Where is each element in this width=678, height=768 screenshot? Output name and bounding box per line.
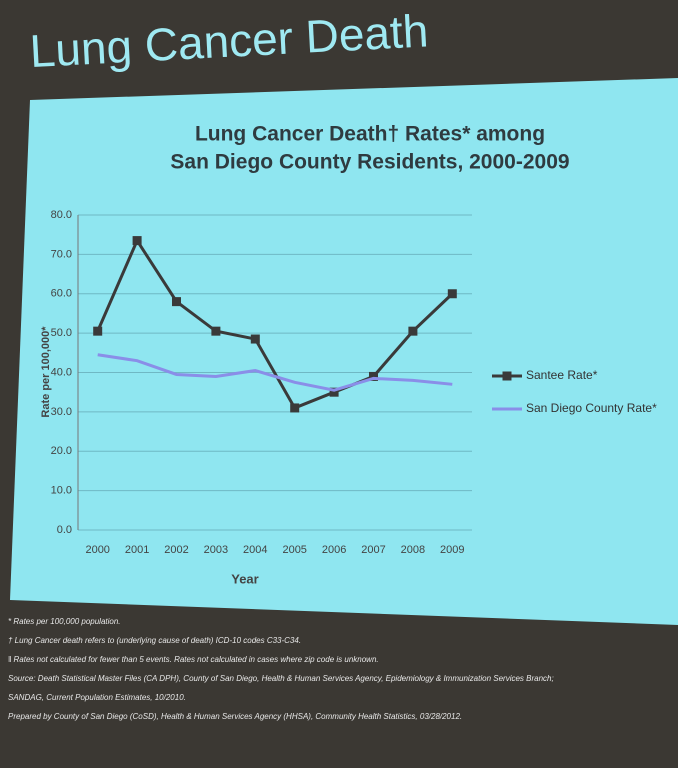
x-tick-label: 2007: [361, 544, 385, 556]
point-marker: [447, 289, 457, 299]
point-marker: [172, 297, 181, 307]
footnote: Source: Death Statistical Master Files (…: [8, 674, 554, 683]
x-axis-label: Year: [231, 571, 258, 586]
y-tick-label: 20.0: [51, 445, 72, 457]
footnote: SANDAG, Current Population Estimates, 10…: [8, 693, 186, 702]
x-tick-label: 2006: [322, 544, 346, 556]
x-tick-label: 2009: [440, 544, 464, 556]
footnote: ‖ Rates not calculated for fewer than 5 …: [8, 655, 379, 664]
point-marker: [93, 326, 103, 336]
footnote: † Lung Cancer death refers to (underlyin…: [8, 636, 301, 645]
x-tick-label: 2005: [282, 544, 306, 556]
point-marker: [290, 403, 300, 413]
y-tick-label: 10.0: [51, 485, 72, 497]
point-marker: [369, 371, 378, 381]
y-axis-label: Rate per 100,000*: [40, 326, 52, 418]
y-tick-label: 40.0: [51, 366, 72, 378]
footnote: * Rates per 100,000 population.: [8, 617, 121, 626]
x-tick-label: 2003: [204, 544, 228, 556]
legend-label: Santee Rate*: [526, 368, 598, 382]
series-line: [97, 353, 453, 392]
point-marker: [211, 326, 221, 336]
point-marker: [132, 236, 142, 246]
footnote: Prepared by County of San Diego (CoSD), …: [8, 712, 462, 721]
y-tick-label: 80.0: [51, 209, 72, 221]
series-line: [96, 237, 454, 410]
x-tick-label: 2002: [164, 544, 188, 556]
y-tick-label: 50.0: [51, 327, 72, 339]
legend-label: San Diego County Rate*: [526, 401, 657, 415]
x-tick-label: 2008: [401, 544, 425, 556]
y-tick-label: 0.0: [57, 524, 72, 536]
point-marker: [329, 387, 339, 397]
point-marker: [250, 334, 260, 344]
chart-title: San Diego County Residents, 2000-2009: [170, 151, 569, 174]
point-marker: [408, 326, 418, 336]
x-tick-label: 2000: [85, 544, 109, 556]
x-tick-label: 2004: [243, 544, 267, 556]
y-tick-label: 30.0: [51, 406, 72, 418]
chart-title: Lung Cancer Death† Rates* among: [195, 123, 545, 146]
legend-swatch: [502, 371, 512, 381]
y-tick-label: 70.0: [51, 248, 72, 260]
x-tick-label: 2001: [125, 544, 149, 556]
y-tick-label: 60.0: [51, 288, 72, 300]
footnotes: * Rates per 100,000 population. † Lung Ca…: [8, 617, 554, 721]
